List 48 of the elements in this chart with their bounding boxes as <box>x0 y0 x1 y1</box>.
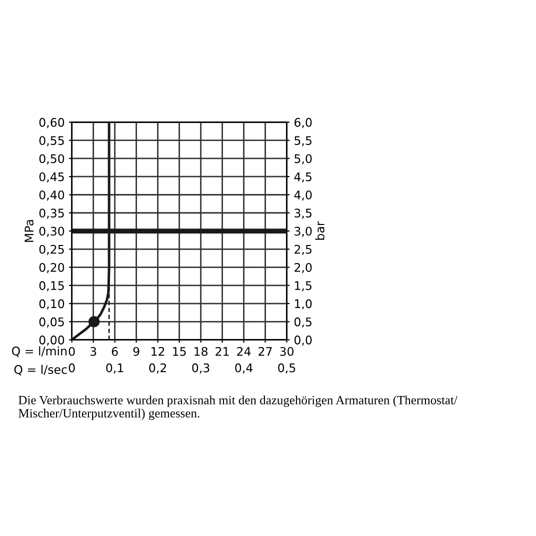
y-tick-label: 0,60 <box>39 118 64 128</box>
y-tick-label: 0,30 <box>39 226 64 237</box>
y-axis-title: MPa <box>24 220 34 242</box>
y2-tick-label: 4,0 <box>294 190 312 201</box>
y2-tick-label: 3,5 <box>294 208 312 219</box>
y-tick-label: 0,40 <box>39 190 64 201</box>
y2-tick-label: 2,5 <box>294 244 312 256</box>
y2-tick-label: 3,0 <box>294 226 312 237</box>
y2-tick-label: 6,0 <box>294 118 312 128</box>
y2-tick-label: 0,5 <box>294 317 312 328</box>
x-tick-label: 15 <box>173 347 186 356</box>
y-tick-label: 0,05 <box>39 317 64 328</box>
x2-tick-label: 0,4 <box>235 363 252 374</box>
y2-tick-label: 2,0 <box>294 263 312 274</box>
x2-tick-label: 0,5 <box>278 363 296 374</box>
x-tick-label: 6 <box>112 346 118 356</box>
text: Die Verbrauchswerte wurden praxisnah mit den dazugehörigen Armaturen (Thermostat/ Mischer/Unterputzventil) gemessen. <box>18 396 458 420</box>
y-tick-label: 0,35 <box>39 208 64 219</box>
y-tick-label: 0,50 <box>39 154 64 164</box>
y-tick-label: 0,20 <box>39 263 64 274</box>
y-tick-label: 0,10 <box>39 299 64 310</box>
x2-tick-label: 0,3 <box>192 363 210 374</box>
y2-axis-title: bar <box>315 221 324 240</box>
y2-tick-label: 5,0 <box>294 154 312 164</box>
x-tick-label: 21 <box>216 346 229 356</box>
y-tick-label: 0,25 <box>39 244 64 256</box>
y2-tick-label: 5,5 <box>294 136 312 146</box>
y-tick-label: 0,00 <box>39 336 64 346</box>
y2-tick-label: 4,5 <box>294 172 312 182</box>
x-tick-label: 24 <box>237 346 251 356</box>
x-tick-label: 12 <box>152 346 164 356</box>
x2-tick-label: 0 <box>68 363 75 372</box>
y2-tick-label: 1,0 <box>295 299 312 310</box>
x-tick-label: 30 <box>280 346 294 356</box>
y-tick-label: 0,45 <box>39 172 64 182</box>
x-tick-label: 27 <box>258 346 272 356</box>
y-tick-label: 0,55 <box>39 136 64 146</box>
x-tick-label: 9 <box>133 346 140 356</box>
y2-tick-label: 1,5 <box>295 281 312 292</box>
x-tick-label: 3 <box>90 346 96 356</box>
x-tick-label: 18 <box>194 346 208 356</box>
x-axis-title: Q = l/min <box>12 346 67 357</box>
y2-tick-label: 0,0 <box>294 336 312 346</box>
x2-tick-label: 0,1 <box>106 363 124 374</box>
x2-tick-label: 0,2 <box>149 363 166 374</box>
x2-axis-title: Q = l/sec <box>14 364 67 376</box>
x-tick-label: 0 <box>68 346 75 356</box>
y-tick-label: 0,15 <box>39 281 64 292</box>
